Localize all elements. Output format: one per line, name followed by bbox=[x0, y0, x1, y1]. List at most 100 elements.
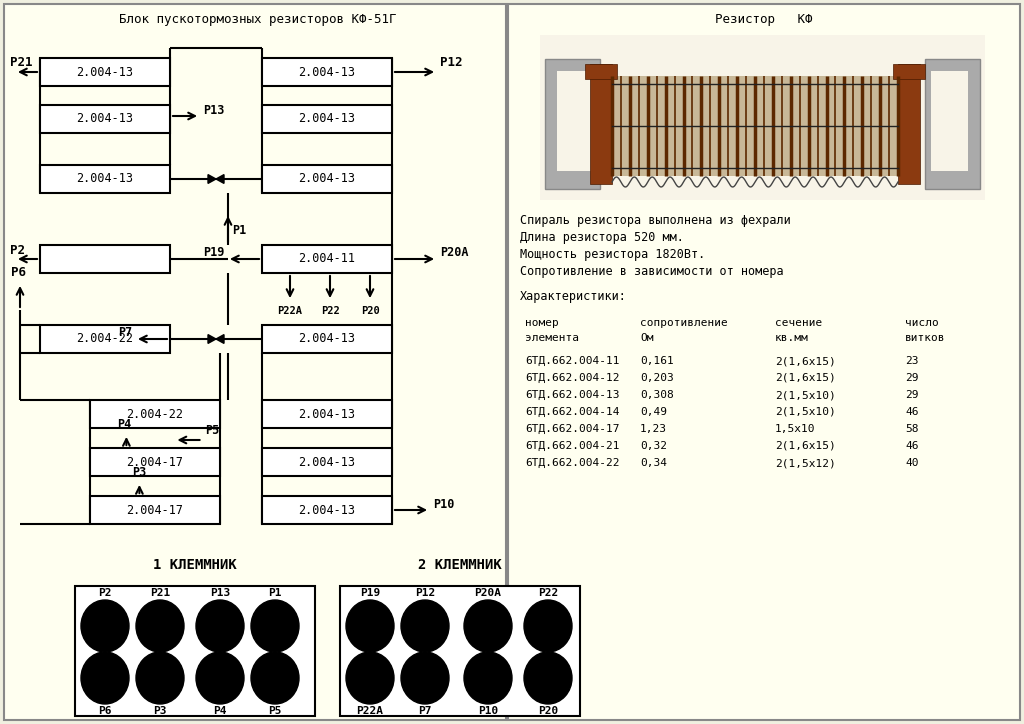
Text: 2.004-13: 2.004-13 bbox=[77, 112, 133, 125]
Bar bbox=[612, 76, 898, 176]
Text: Р4: Р4 bbox=[213, 706, 226, 716]
Bar bbox=[262, 165, 392, 193]
Bar bbox=[925, 59, 980, 189]
Text: 46: 46 bbox=[905, 407, 919, 417]
Text: Р22: Р22 bbox=[538, 588, 558, 598]
Bar bbox=[4, 4, 506, 720]
Bar bbox=[75, 586, 315, 716]
Text: 58: 58 bbox=[905, 424, 919, 434]
Text: 6ТД.662.004-22: 6ТД.662.004-22 bbox=[525, 458, 620, 468]
Text: 40: 40 bbox=[905, 458, 919, 468]
Text: 2(1,5х10): 2(1,5х10) bbox=[775, 390, 836, 400]
Bar bbox=[262, 448, 392, 476]
Text: Ом: Ом bbox=[640, 333, 653, 343]
Text: 0,161: 0,161 bbox=[640, 356, 674, 366]
Text: Р12: Р12 bbox=[440, 56, 463, 70]
Text: Р1: Р1 bbox=[232, 224, 246, 237]
Ellipse shape bbox=[81, 600, 129, 652]
Text: 2(1,5х12): 2(1,5х12) bbox=[775, 458, 836, 468]
Text: Р2: Р2 bbox=[98, 588, 112, 598]
Text: номер: номер bbox=[525, 318, 559, 328]
Text: Р13: Р13 bbox=[203, 104, 224, 117]
Ellipse shape bbox=[136, 652, 184, 704]
Bar bbox=[340, 586, 580, 716]
Bar bbox=[40, 325, 170, 353]
Bar bbox=[540, 35, 985, 200]
Ellipse shape bbox=[196, 600, 244, 652]
Text: 2.004-13: 2.004-13 bbox=[299, 408, 355, 421]
Text: Р7: Р7 bbox=[118, 326, 132, 339]
Text: Р19: Р19 bbox=[359, 588, 380, 598]
Text: 6ТД.662.004-17: 6ТД.662.004-17 bbox=[525, 424, 620, 434]
Bar bbox=[262, 58, 392, 86]
Text: Р5: Р5 bbox=[206, 424, 220, 437]
Ellipse shape bbox=[401, 652, 449, 704]
Text: Р5: Р5 bbox=[268, 706, 282, 716]
Text: 2(1,6х15): 2(1,6х15) bbox=[775, 441, 836, 451]
Text: Р10: Р10 bbox=[433, 497, 455, 510]
Ellipse shape bbox=[251, 652, 299, 704]
Ellipse shape bbox=[464, 600, 512, 652]
Text: Р7: Р7 bbox=[418, 706, 432, 716]
Bar bbox=[90, 448, 220, 476]
Text: Р19: Р19 bbox=[203, 245, 224, 258]
Text: Р12: Р12 bbox=[415, 588, 435, 598]
Text: Р3: Р3 bbox=[132, 466, 146, 479]
Text: 2(1,5х10): 2(1,5х10) bbox=[775, 407, 836, 417]
Bar bbox=[262, 325, 392, 353]
Text: 23: 23 bbox=[905, 356, 919, 366]
Bar bbox=[90, 496, 220, 524]
Text: Р22А: Р22А bbox=[278, 306, 302, 316]
Text: Р20: Р20 bbox=[360, 306, 379, 316]
Text: 2.004-13: 2.004-13 bbox=[299, 503, 355, 516]
Text: Р10: Р10 bbox=[478, 706, 498, 716]
Text: 2.004-13: 2.004-13 bbox=[299, 65, 355, 78]
Text: 2.004-22: 2.004-22 bbox=[77, 332, 133, 345]
Text: Р21: Р21 bbox=[150, 588, 170, 598]
Bar bbox=[262, 400, 392, 428]
Ellipse shape bbox=[136, 600, 184, 652]
Text: Резистор   КФ: Резистор КФ bbox=[715, 13, 813, 26]
Ellipse shape bbox=[524, 652, 572, 704]
Text: 2.004-13: 2.004-13 bbox=[77, 172, 133, 185]
Text: Р20: Р20 bbox=[538, 706, 558, 716]
Text: Р20А: Р20А bbox=[474, 588, 502, 598]
Text: 2.004-13: 2.004-13 bbox=[77, 65, 133, 78]
Text: элемента: элемента bbox=[525, 333, 579, 343]
Text: Р21: Р21 bbox=[10, 56, 33, 70]
Text: Блок пускотормозных резисторов КФ-51Г: Блок пускотормозных резисторов КФ-51Г bbox=[119, 13, 396, 26]
Ellipse shape bbox=[464, 652, 512, 704]
Text: 1,5х10: 1,5х10 bbox=[775, 424, 815, 434]
Bar bbox=[545, 59, 600, 189]
Text: 2.004-17: 2.004-17 bbox=[127, 455, 183, 468]
Text: 6ТД.662.004-11: 6ТД.662.004-11 bbox=[525, 356, 620, 366]
Text: кв.мм: кв.мм bbox=[775, 333, 809, 343]
Text: Р20А: Р20А bbox=[440, 245, 469, 258]
Bar bbox=[898, 64, 920, 184]
Text: сопротивление: сопротивление bbox=[640, 318, 728, 328]
Bar bbox=[508, 4, 1020, 720]
Text: Р2: Р2 bbox=[10, 243, 25, 256]
Text: Р6: Р6 bbox=[10, 266, 26, 279]
Bar bbox=[262, 496, 392, 524]
Text: 6ТД.662.004-13: 6ТД.662.004-13 bbox=[525, 390, 620, 400]
Ellipse shape bbox=[196, 652, 244, 704]
Text: Спираль резистора выполнена из фехрали: Спираль резистора выполнена из фехрали bbox=[520, 214, 791, 227]
Text: 2.004-13: 2.004-13 bbox=[299, 112, 355, 125]
Bar bbox=[40, 245, 170, 273]
Text: 2(1,6х15): 2(1,6х15) bbox=[775, 373, 836, 383]
Polygon shape bbox=[208, 334, 224, 343]
Bar bbox=[262, 245, 392, 273]
Bar bbox=[40, 105, 170, 133]
Bar bbox=[893, 64, 925, 79]
Text: Р1: Р1 bbox=[268, 588, 282, 598]
Text: 6ТД.662.004-21: 6ТД.662.004-21 bbox=[525, 441, 620, 451]
Ellipse shape bbox=[401, 600, 449, 652]
Text: 0,49: 0,49 bbox=[640, 407, 667, 417]
Text: Мощность резистора 1820Вт.: Мощность резистора 1820Вт. bbox=[520, 248, 706, 261]
Ellipse shape bbox=[81, 652, 129, 704]
Bar bbox=[585, 64, 617, 79]
Text: Характеристики:: Характеристики: bbox=[520, 290, 627, 303]
Bar bbox=[40, 58, 170, 86]
Text: 2.004-13: 2.004-13 bbox=[299, 172, 355, 185]
